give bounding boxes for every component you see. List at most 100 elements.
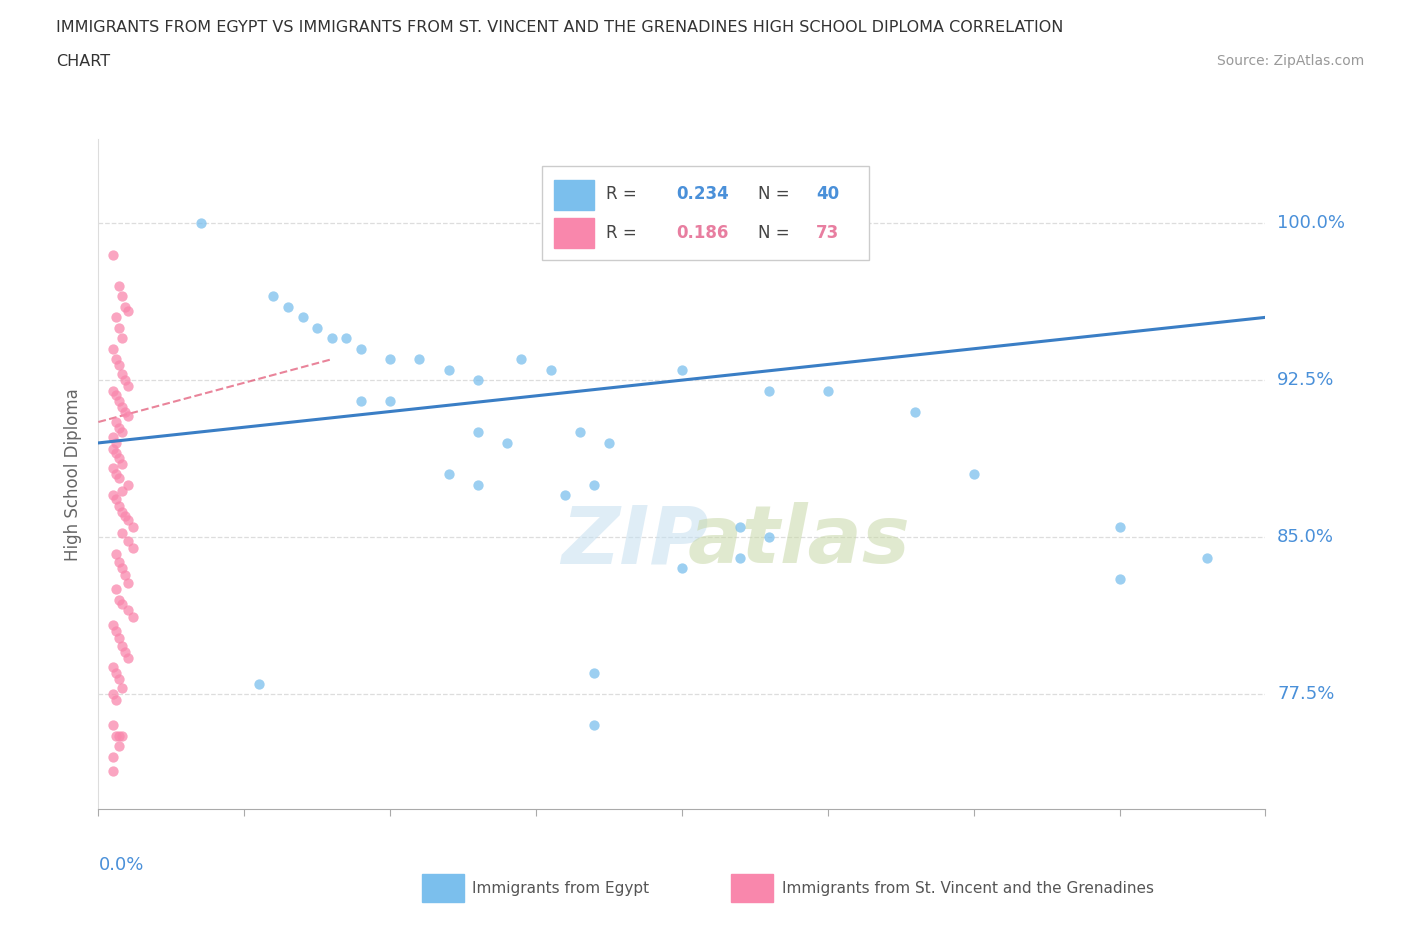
Point — [104, 352, 127, 366]
Text: 0.186: 0.186 — [676, 224, 728, 242]
Point — [117, 379, 139, 393]
Point — [104, 415, 127, 430]
Point — [510, 352, 533, 366]
Point — [122, 519, 145, 534]
Point — [1108, 571, 1130, 587]
Point — [111, 728, 134, 743]
Point — [111, 457, 134, 472]
Point — [104, 546, 127, 561]
Text: IMMIGRANTS FROM EGYPT VS IMMIGRANTS FROM ST. VINCENT AND THE GRENADINES HIGH SCH: IMMIGRANTS FROM EGYPT VS IMMIGRANTS FROM… — [56, 20, 1063, 35]
Point — [101, 460, 124, 475]
Point — [111, 484, 134, 498]
Point — [114, 299, 136, 314]
Text: Immigrants from St. Vincent and the Grenadines: Immigrants from St. Vincent and the Gren… — [782, 881, 1154, 896]
Point — [114, 509, 136, 524]
Point — [111, 597, 134, 612]
Point — [307, 320, 329, 335]
Point — [101, 442, 124, 457]
Point — [101, 659, 124, 674]
Text: 0.234: 0.234 — [676, 185, 728, 204]
Point — [101, 686, 124, 701]
Point — [111, 638, 134, 653]
Point — [104, 666, 127, 681]
Point — [122, 540, 145, 555]
Point — [583, 718, 606, 733]
Point — [108, 420, 131, 435]
Point — [408, 352, 430, 366]
Point — [101, 487, 124, 502]
Point — [728, 551, 751, 565]
Point — [495, 435, 517, 450]
Point — [108, 358, 131, 373]
Point — [962, 467, 984, 482]
Point — [117, 408, 139, 423]
Point — [335, 331, 357, 346]
Point — [104, 445, 127, 460]
Text: CHART: CHART — [56, 54, 110, 69]
Text: ZIP: ZIP — [561, 502, 709, 580]
Point — [114, 567, 136, 582]
Point — [378, 352, 402, 366]
Point — [108, 393, 131, 408]
Text: R =: R = — [606, 224, 643, 242]
Point — [1108, 519, 1130, 534]
Point — [108, 728, 131, 743]
Text: 92.5%: 92.5% — [1277, 371, 1334, 389]
Bar — [422, 874, 464, 902]
Point — [101, 341, 124, 356]
Point — [262, 289, 284, 304]
Point — [108, 498, 131, 513]
Point — [728, 519, 751, 534]
Point — [108, 592, 131, 607]
Point — [817, 383, 839, 398]
Point — [114, 404, 136, 418]
Text: R =: R = — [606, 185, 643, 204]
Point — [114, 644, 136, 659]
Point — [108, 279, 131, 294]
Point — [904, 404, 927, 418]
Point — [111, 366, 134, 381]
Point — [111, 400, 134, 415]
Text: 100.0%: 100.0% — [1277, 214, 1346, 232]
Point — [117, 534, 139, 549]
Point — [122, 609, 145, 624]
Bar — [554, 218, 595, 248]
Point — [583, 477, 606, 492]
Point — [104, 387, 127, 402]
Point — [437, 467, 460, 482]
Text: 85.0%: 85.0% — [1277, 528, 1334, 546]
Point — [583, 666, 606, 681]
Point — [104, 693, 127, 708]
Point — [104, 728, 127, 743]
Point — [101, 618, 124, 632]
Point — [104, 582, 127, 597]
Point — [108, 320, 131, 335]
Text: 77.5%: 77.5% — [1277, 685, 1334, 703]
Point — [671, 362, 693, 377]
Text: N =: N = — [758, 185, 794, 204]
Point — [111, 331, 134, 346]
Point — [111, 561, 134, 576]
Point — [101, 750, 124, 764]
Point — [111, 289, 134, 304]
Point — [101, 383, 124, 398]
Text: Source: ZipAtlas.com: Source: ZipAtlas.com — [1216, 54, 1364, 68]
Point — [758, 383, 780, 398]
Point — [291, 310, 314, 325]
Point — [568, 425, 591, 440]
Point — [117, 477, 139, 492]
Point — [117, 603, 139, 618]
Point — [117, 512, 139, 527]
Point — [101, 764, 124, 779]
Point — [378, 393, 402, 408]
Point — [104, 492, 127, 507]
Point — [114, 373, 136, 388]
Point — [111, 680, 134, 695]
Point — [101, 718, 124, 733]
Point — [101, 429, 124, 444]
Bar — [731, 874, 773, 902]
Point — [108, 738, 131, 753]
Point — [758, 529, 780, 544]
Point — [104, 624, 127, 639]
Text: N =: N = — [758, 224, 794, 242]
